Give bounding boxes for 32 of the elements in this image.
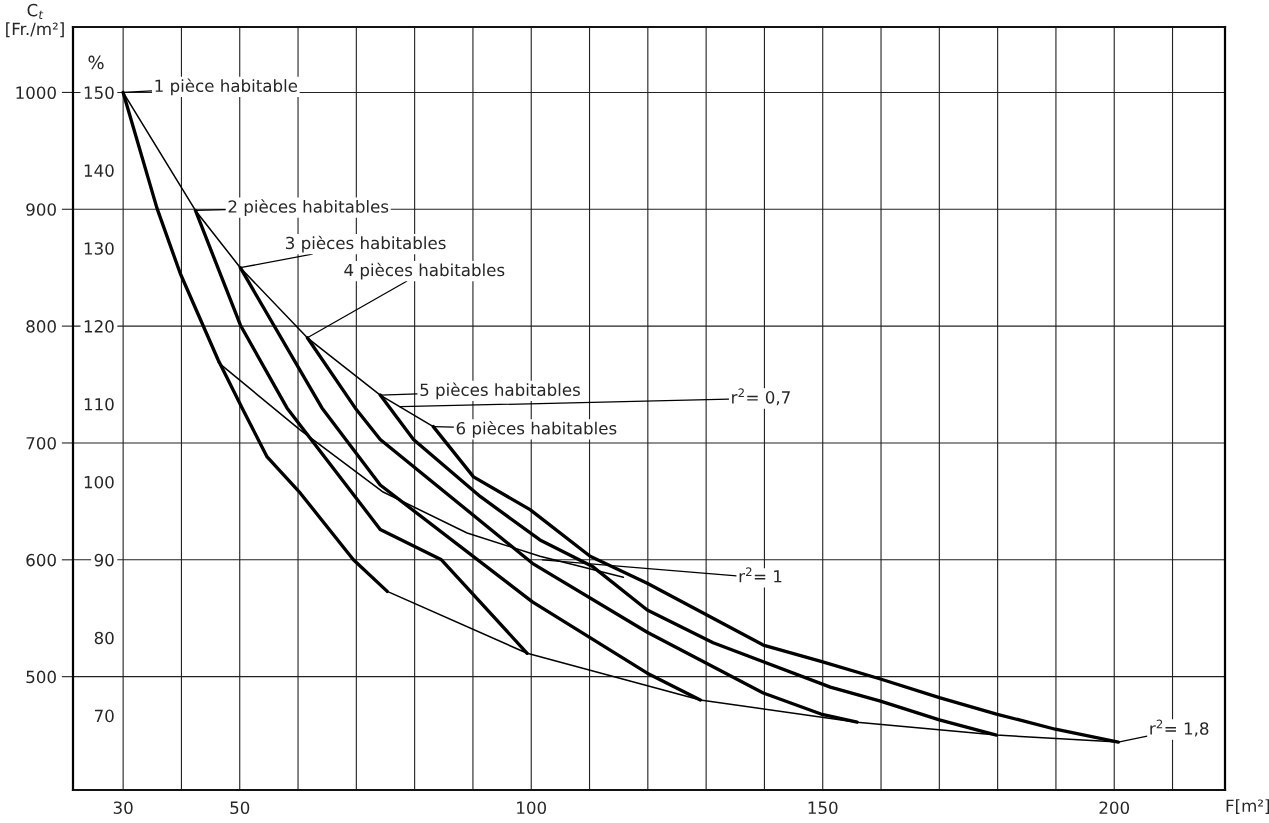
x-tick-label: 30 (113, 801, 133, 815)
y2-tick-label: 70 (94, 709, 114, 723)
x-tick-label: 100 (517, 801, 547, 815)
annotation: 3 pièces habitables (286, 235, 446, 253)
y-tick-label: 600 (26, 553, 56, 567)
annotation: 6 pièces habitables (456, 420, 617, 438)
y2-axis-title: % (88, 55, 104, 70)
x-tick-label: 150 (808, 801, 838, 815)
annotation: 4 pièces habitables (344, 262, 505, 280)
y2-tick-label: 140 (84, 164, 114, 177)
annotation: r$^{2}$= 0,7 (732, 388, 790, 406)
y2-tick-label: 120 (84, 320, 114, 333)
y-axis-title: C$_{t}$ [Fr./m²] (6, 3, 64, 38)
y-tick-label: 800 (26, 320, 56, 333)
y2-tick-label: 110 (84, 397, 114, 411)
y2-tick-label: 90 (94, 553, 114, 567)
annotation: r$^{2}$= 1,8 (1150, 719, 1209, 737)
y-tick-label: 900 (26, 203, 56, 216)
y-tick-label: 1000 (16, 86, 56, 99)
x-axis-title: F[m²] (1226, 799, 1269, 815)
y2-tick-label: 80 (94, 631, 114, 645)
annotation: 2 pièces habitables (228, 199, 389, 217)
x-tick-label: 50 (230, 801, 250, 815)
y2-tick-label: 100 (84, 475, 114, 489)
y2-tick-label: 130 (84, 242, 114, 255)
y-tick-label: 500 (26, 670, 56, 684)
annotation: 5 pièces habitables (420, 382, 580, 400)
y-tick-label: 700 (26, 436, 56, 450)
annotation: r$^{2}$= 1 (739, 567, 782, 583)
annotation: 1 pièce habitable (155, 78, 298, 96)
x-tick-label: 200 (1099, 801, 1130, 815)
y2-tick-label: 150 (84, 86, 114, 99)
